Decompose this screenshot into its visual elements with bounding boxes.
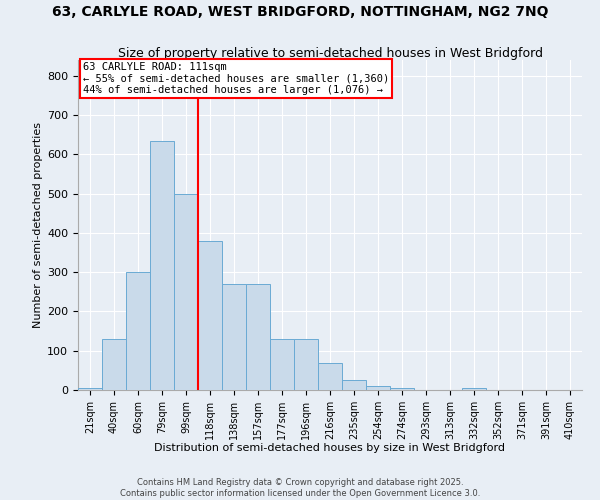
Bar [102,339,126,390]
Bar [150,140,174,390]
Bar [222,284,246,390]
Bar [342,380,366,390]
X-axis label: Distribution of semi-detached houses by size in West Bridgford: Distribution of semi-detached houses by … [155,444,505,454]
Title: Size of property relative to semi-detached houses in West Bridgford: Size of property relative to semi-detach… [118,47,542,60]
Bar [462,388,486,390]
Y-axis label: Number of semi-detached properties: Number of semi-detached properties [33,122,43,328]
Bar [366,386,390,390]
Bar [78,388,102,390]
Bar [294,339,318,390]
Bar [318,362,342,390]
Bar [270,339,294,390]
Text: 63, CARLYLE ROAD, WEST BRIDGFORD, NOTTINGHAM, NG2 7NQ: 63, CARLYLE ROAD, WEST BRIDGFORD, NOTTIN… [52,5,548,19]
Text: Contains HM Land Registry data © Crown copyright and database right 2025.
Contai: Contains HM Land Registry data © Crown c… [120,478,480,498]
Bar [174,194,198,390]
Bar [390,388,414,390]
Text: 63 CARLYLE ROAD: 111sqm
← 55% of semi-detached houses are smaller (1,360)
44% of: 63 CARLYLE ROAD: 111sqm ← 55% of semi-de… [83,62,389,95]
Bar [126,272,150,390]
Bar [198,240,222,390]
Bar [246,284,270,390]
